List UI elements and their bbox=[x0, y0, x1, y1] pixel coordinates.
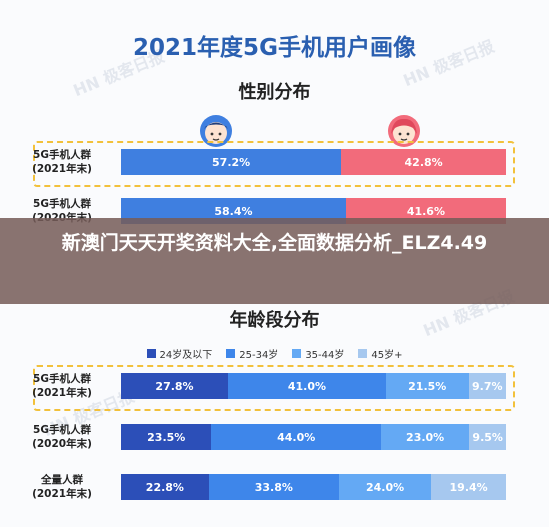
row-label-line: (2020年末) bbox=[32, 438, 92, 450]
bar-segment: 9.5% bbox=[469, 424, 506, 450]
row-label-line: (2021年末) bbox=[32, 387, 92, 399]
legend-label: 25-34岁 bbox=[239, 350, 279, 361]
row-label-line: 5G手机人群 bbox=[33, 424, 91, 436]
bar-segment: 24.0% bbox=[338, 474, 432, 500]
row-label-line: (2021年末) bbox=[32, 488, 92, 500]
data-label: 41.0% bbox=[287, 379, 327, 393]
age-legend: 24岁及以下 25-34岁 35-44岁 45岁+ bbox=[0, 346, 549, 361]
data-label: 42.8% bbox=[404, 155, 443, 169]
row-label-line: 全量人群 bbox=[41, 474, 83, 486]
legend-swatch bbox=[146, 349, 156, 358]
stacked-bar: 22.8% 33.8% 24.0% 19.4% bbox=[121, 474, 506, 500]
bar-segment: 27.8% bbox=[121, 373, 229, 399]
bar-segment: 22.8% bbox=[121, 474, 209, 500]
data-label: 44.0% bbox=[277, 430, 316, 444]
row-label: 5G手机人群 (2021年末) bbox=[8, 148, 116, 176]
data-label: 58.4% bbox=[214, 204, 253, 218]
row-label: 5G手机人群 (2021年末) bbox=[8, 372, 116, 400]
gender-section-title: 性别分布 bbox=[238, 82, 311, 103]
legend-item: 35-44岁 bbox=[292, 346, 344, 361]
data-label: 19.4% bbox=[449, 480, 488, 494]
data-label: 27.8% bbox=[155, 379, 194, 393]
data-label: 9.5% bbox=[472, 430, 503, 444]
row-label-line: 5G手机人群 bbox=[33, 373, 91, 385]
data-label: 23.0% bbox=[406, 430, 445, 444]
page-title: 2021年度5G手机用户画像 bbox=[133, 35, 416, 61]
legend-item: 24岁及以下 bbox=[146, 346, 213, 361]
bar-segment: 33.8% bbox=[208, 474, 339, 500]
legend-item: 45岁+ bbox=[358, 346, 402, 361]
legend-swatch bbox=[292, 349, 302, 358]
highlight-box bbox=[33, 365, 515, 411]
male-icon bbox=[199, 114, 233, 148]
legend-label: 35-44岁 bbox=[305, 350, 345, 361]
stacked-bar: 57.2% 42.8% bbox=[121, 149, 506, 175]
headline-banner: 新澳门天天开奖资料大全,全面数据分析_ELZ4.49 bbox=[0, 218, 549, 304]
bar-segment: 41.0% bbox=[228, 373, 386, 399]
data-label: 9.7% bbox=[472, 379, 503, 393]
row-label: 全量人群 (2021年末) bbox=[8, 473, 116, 501]
data-label: 21.5% bbox=[408, 379, 447, 393]
data-label: 24.0% bbox=[366, 480, 405, 494]
female-icon bbox=[387, 114, 421, 148]
data-label: 57.2% bbox=[212, 155, 251, 169]
row-label-line: (2021年末) bbox=[32, 163, 92, 175]
data-label: 23.5% bbox=[147, 430, 186, 444]
stacked-bar: 27.8% 41.0% 21.5% 9.7% bbox=[121, 373, 506, 399]
legend-swatch bbox=[358, 349, 368, 358]
stacked-bar: 23.5% 44.0% 23.0% 9.5% bbox=[121, 424, 506, 450]
legend-label: 24岁及以下 bbox=[159, 350, 213, 361]
legend-label: 45岁+ bbox=[371, 350, 403, 361]
age-section-title: 年龄段分布 bbox=[229, 310, 320, 331]
headline-text: 新澳门天天开奖资料大全,全面数据分析_ELZ4.49 bbox=[61, 232, 488, 254]
bar-segment: 23.5% bbox=[121, 424, 212, 450]
bar-segment: 57.2% bbox=[121, 149, 342, 175]
bar-segment: 23.0% bbox=[380, 424, 470, 450]
legend-swatch bbox=[226, 349, 236, 358]
data-label: 22.8% bbox=[145, 480, 184, 494]
bar-segment: 42.8% bbox=[341, 149, 506, 175]
row-label-line: 5G手机人群 bbox=[33, 149, 91, 161]
data-label: 33.8% bbox=[254, 480, 293, 494]
row-label: 5G手机人群 (2020年末) bbox=[8, 423, 116, 451]
legend-item: 25-34岁 bbox=[226, 346, 278, 361]
highlight-box bbox=[33, 141, 515, 187]
bar-segment: 19.4% bbox=[431, 474, 506, 500]
bar-segment: 44.0% bbox=[211, 424, 381, 450]
row-label-line: 5G手机人群 bbox=[33, 198, 91, 210]
bar-segment: 21.5% bbox=[385, 373, 469, 399]
bar-segment: 9.7% bbox=[468, 373, 506, 399]
data-label: 41.6% bbox=[406, 204, 445, 218]
